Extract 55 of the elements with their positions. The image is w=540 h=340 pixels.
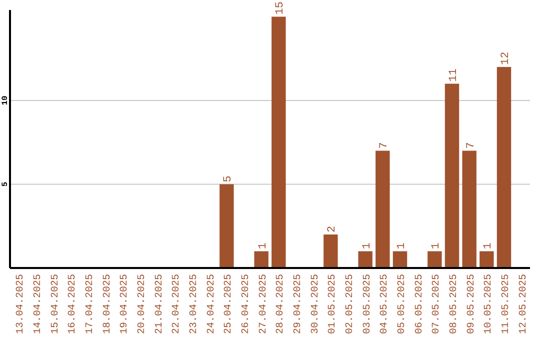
bar: [272, 16, 286, 268]
x-tick-label: 15.04.2025: [50, 274, 62, 334]
x-tick-label: 25.04.2025: [224, 274, 235, 334]
x-tick-label: 11.05.2025: [501, 274, 512, 334]
x-tick-label: 12.05.2025: [518, 274, 530, 334]
data-label: 7: [465, 142, 478, 149]
bar: [428, 251, 442, 268]
x-tick-label: 29.04.2025: [293, 274, 304, 334]
x-tick-label: 24.04.2025: [206, 274, 218, 334]
data-label: 1: [482, 242, 495, 250]
bar: [496, 66, 512, 268]
data-label: 1: [257, 242, 270, 250]
bar: [376, 150, 390, 268]
x-tick-label: 26.04.2025: [241, 274, 252, 334]
x-tick-label: 10.05.2025: [484, 274, 495, 334]
bar: [462, 150, 476, 268]
x-tick-label: 02.05.2025: [345, 274, 356, 334]
x-tick-label: 18.04.2025: [102, 274, 114, 334]
bar: [444, 84, 460, 268]
x-tick-label: 05.05.2025: [397, 274, 408, 334]
x-tick-label: 08.05.2025: [449, 274, 460, 334]
x-tick-label: 13.04.2025: [16, 274, 27, 334]
data-label: 5: [222, 176, 235, 182]
x-tick-label: 07.05.2025: [432, 274, 443, 334]
x-tick-label: 28.04.2025: [276, 274, 287, 334]
x-tick-label: 03.05.2025: [362, 274, 374, 334]
x-tick-label: 27.04.2025: [258, 274, 270, 334]
x-tick-label: 20.04.2025: [137, 274, 148, 334]
bar: [220, 184, 234, 268]
data-label: 1: [361, 242, 374, 250]
x-tick-label: 06.05.2025: [414, 274, 426, 334]
bar: [254, 251, 268, 268]
x-tick-label: 17.04.2025: [85, 274, 96, 334]
data-label: 2: [326, 226, 339, 232]
x-tick-label: 14.04.2025: [33, 274, 44, 334]
data-label: 7: [378, 142, 391, 149]
x-tick-label: 01.05.2025: [328, 274, 339, 334]
x-tick-label: 09.05.2025: [466, 274, 478, 334]
x-tick-label: 23.04.2025: [189, 274, 200, 334]
data-label: 15: [274, 2, 287, 15]
x-tick-label: 30.04.2025: [310, 274, 322, 334]
bar: [324, 234, 338, 268]
data-label: 1: [430, 242, 443, 250]
bar: [392, 251, 408, 268]
bar: [358, 251, 372, 268]
x-tick-label: 19.04.2025: [120, 274, 131, 334]
x-tick-label: 16.04.2025: [68, 274, 79, 334]
data-label: 1: [396, 242, 408, 250]
data-label: 11: [448, 68, 460, 82]
x-tick-label: 22.04.2025: [172, 274, 183, 334]
y-tick-label: 10: [1, 95, 10, 106]
x-tick-label: 21.04.2025: [154, 274, 166, 334]
x-tick-label: 04.05.2025: [380, 274, 391, 334]
bar: [480, 251, 494, 268]
data-label: 12: [500, 52, 512, 65]
